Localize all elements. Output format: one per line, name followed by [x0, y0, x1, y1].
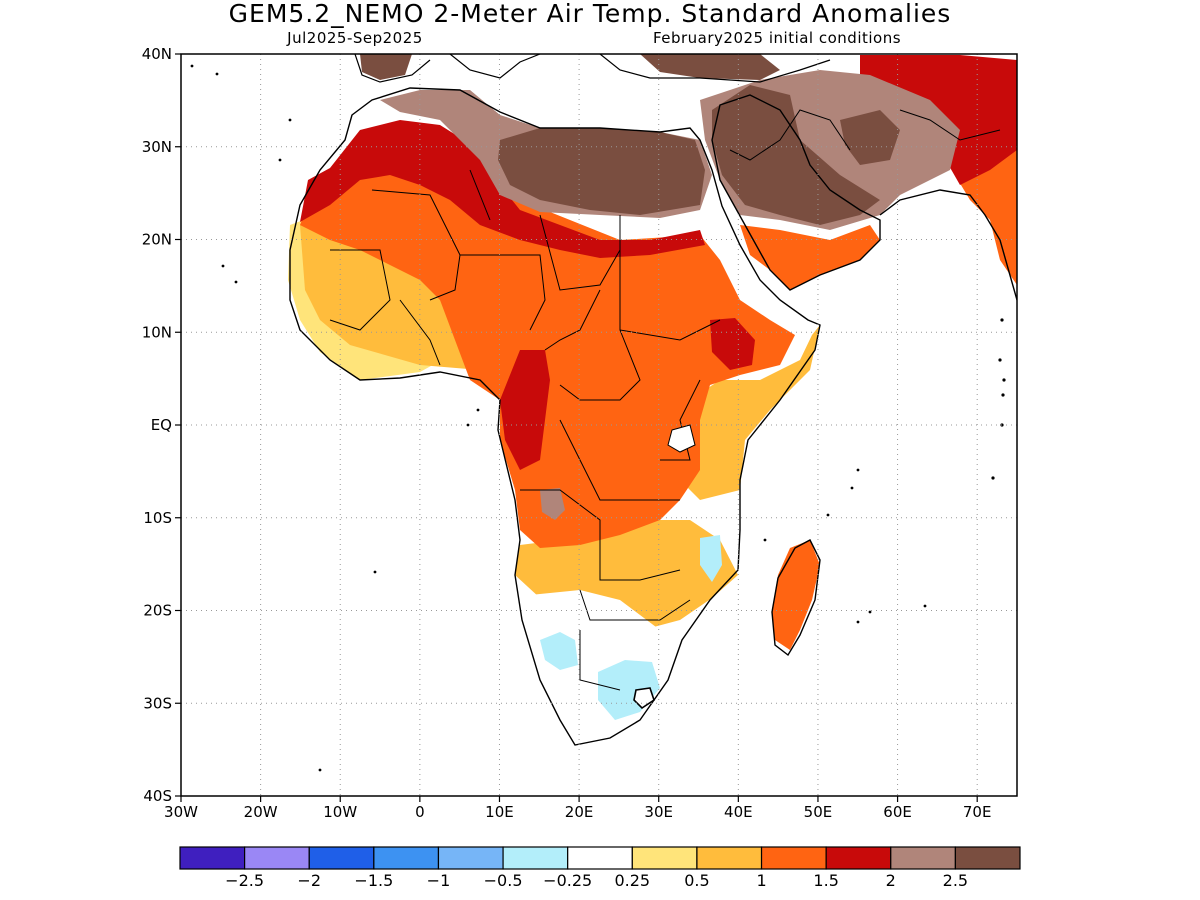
colorbar-swatch — [437, 846, 504, 870]
x-tick-label: 10E — [485, 803, 514, 821]
colorbar-label: −1 — [427, 871, 451, 890]
y-tick-label: EQ — [151, 416, 172, 434]
x-tick-label: 20E — [565, 803, 594, 821]
lake-victoria — [667, 424, 696, 453]
y-tick-label: 10N — [142, 323, 172, 341]
colorbar-swatch — [760, 846, 827, 870]
region-anom-1-5-iran — [955, 145, 1017, 285]
colorbar-label: 2 — [886, 871, 896, 890]
colorbar-swatch — [631, 846, 698, 870]
colorbar-label: −0.25 — [543, 871, 592, 890]
colorbar-label: −2.5 — [225, 871, 264, 890]
region-anom-2-5plus-iran — [840, 110, 900, 165]
x-tick-label: 0 — [415, 803, 425, 821]
region-anom-2-5plus-arabia — [712, 85, 880, 225]
colorbar-label: −2 — [297, 871, 321, 890]
islands — [190, 64, 1006, 772]
y-tick-label: 30N — [142, 138, 172, 156]
init-label: February2025 initial conditions — [653, 29, 901, 47]
lesotho-outline — [633, 687, 655, 710]
colorbar: −2.5 −2 −1.5 −1 −0.5 −0.25 0.25 0.5 1 1.5 2 2.5 — [179, 846, 1021, 890]
x-tick-label: 70E — [963, 803, 992, 821]
region-anom-2-ethiopia — [710, 318, 755, 370]
coastline — [289, 87, 821, 746]
x-tick-label: 10W — [323, 803, 357, 821]
colorbar-label: 1 — [756, 871, 766, 890]
region-anom-2-5plus-iberia — [360, 54, 412, 80]
region-anom-neg-0-25-c — [700, 535, 722, 582]
colorbar-swatch — [308, 846, 375, 870]
y-tick-label: 40N — [142, 45, 172, 63]
colorbar-label: −1.5 — [354, 871, 393, 890]
colorbar-swatch — [825, 846, 892, 870]
x-tick-label: 40E — [724, 803, 753, 821]
period-label: Jul2025-Sep2025 — [286, 29, 423, 47]
x-tick-label: 30W — [164, 803, 198, 821]
region-anom-2-congo — [500, 350, 550, 470]
x-tick-label: 50E — [804, 803, 833, 821]
colorbar-swatch — [890, 846, 956, 870]
gridlines — [181, 54, 1017, 796]
region-anom-1-south — [515, 520, 738, 628]
chart-title: GEM5.2_NEMO 2-Meter Air Temp. Standard A… — [229, 0, 952, 28]
region-anom-2-5plus-turkey — [640, 54, 780, 80]
colorbar-label: 0.25 — [614, 871, 650, 890]
arabia-coastline — [711, 94, 881, 291]
y-axis: 40N 30N 20N 10N EQ 10S 20S 30S 40S — [142, 45, 181, 805]
y-tick-label: 10S — [143, 509, 172, 527]
y-tick-label: 20N — [142, 231, 172, 249]
x-axis: 30W 20W 10W 0 10E 20E 30E 40E 50E 60E 70E — [164, 796, 991, 821]
colorbar-swatch — [244, 846, 310, 870]
y-tick-label: 30S — [143, 694, 172, 712]
region-anom-2-5-south — [540, 488, 565, 520]
colorbar-label: −0.5 — [484, 871, 523, 890]
region-anom-1-east — [670, 325, 820, 500]
y-tick-label: 20S — [143, 602, 172, 620]
x-tick-label: 20W — [244, 803, 278, 821]
colorbar-label: 1.5 — [813, 871, 838, 890]
region-anom-2-5plus-sahara — [498, 128, 705, 215]
europe-coastline — [354, 54, 831, 83]
colorbar-swatch — [696, 846, 763, 870]
asia-coastline — [879, 189, 1017, 301]
colorbar-swatch — [373, 846, 440, 870]
colorbar-swatch — [567, 846, 633, 870]
y-tick-label: 40S — [143, 787, 172, 805]
colorbar-swatch — [179, 846, 246, 870]
colorbar-swatch — [954, 846, 1021, 870]
x-tick-label: 60E — [883, 803, 912, 821]
colorbar-label: 2.5 — [943, 871, 968, 890]
country-borders — [329, 109, 1001, 691]
colorbar-label: 0.5 — [684, 871, 709, 890]
x-tick-label: 30E — [644, 803, 673, 821]
colorbar-swatch — [502, 846, 569, 870]
region-anom-neg-0-25 — [540, 632, 578, 670]
region-anom-1-5-arabia — [740, 225, 880, 290]
